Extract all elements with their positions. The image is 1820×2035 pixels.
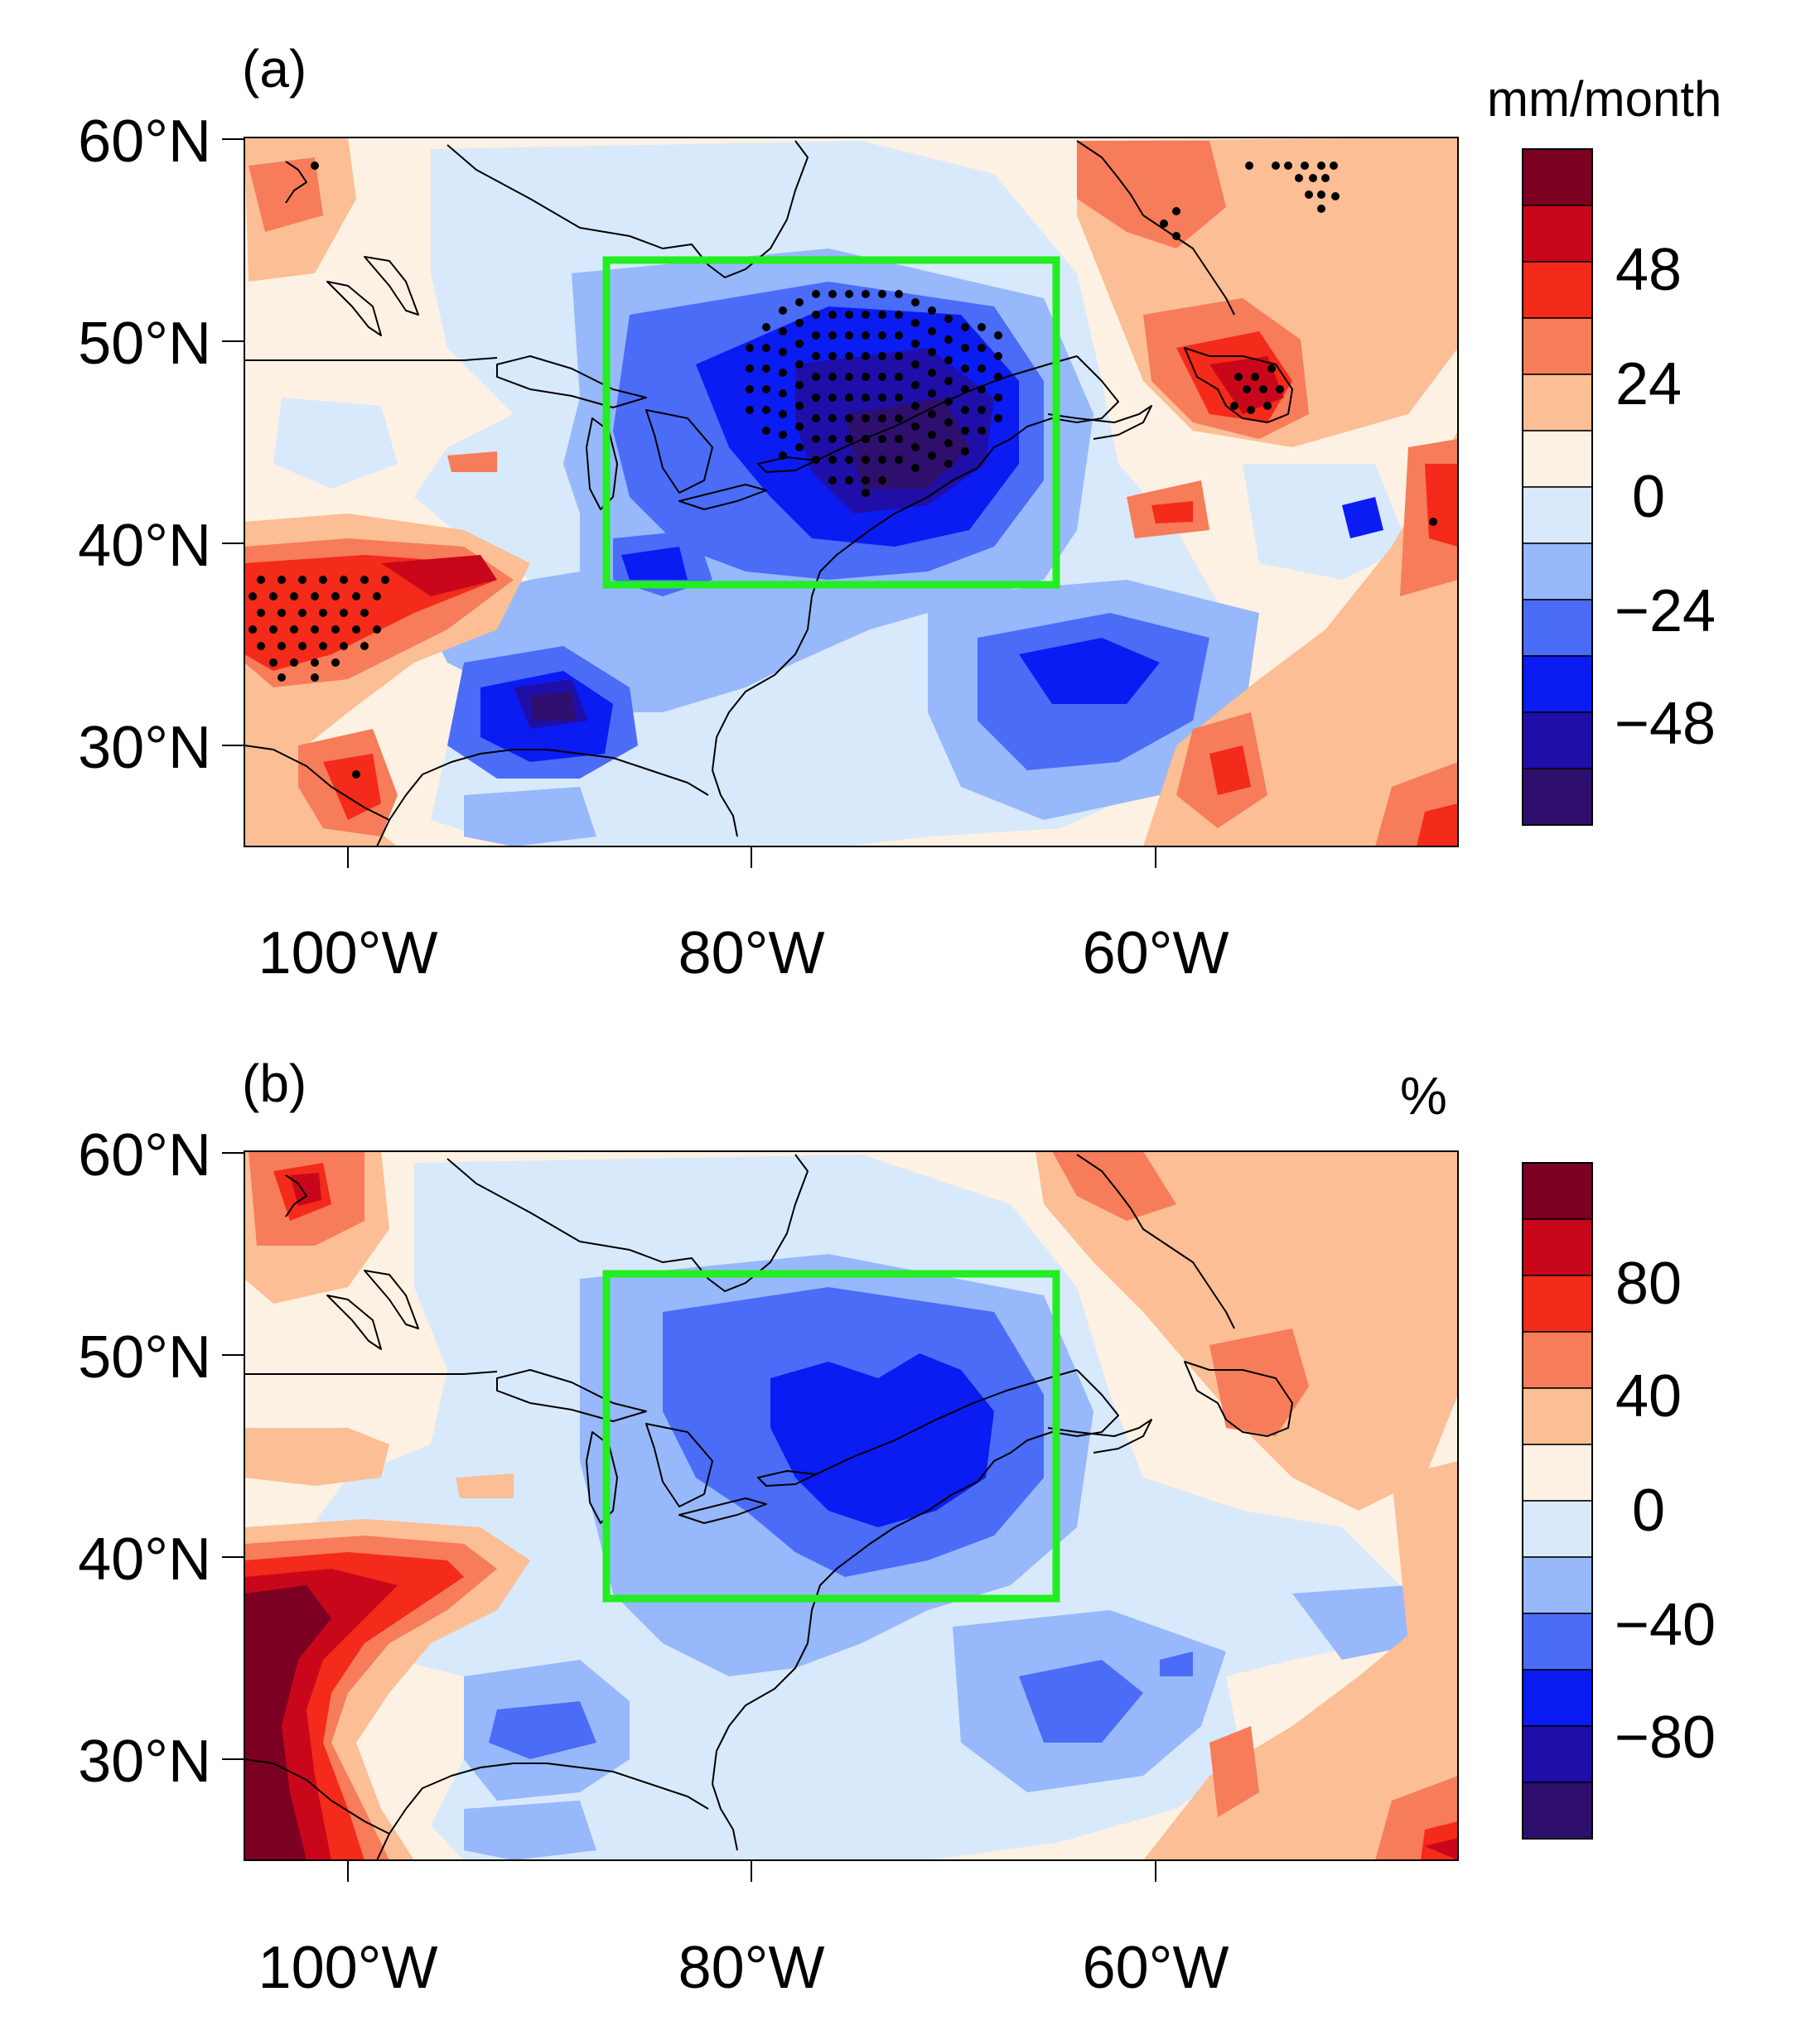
panel-b-lat-ticks: [222, 1152, 244, 1760]
panel-a-lon-label: 100°W: [258, 920, 438, 986]
panel-b-colorbar-segment: [1522, 1500, 1593, 1558]
panel-a-colorbar-tick: −48: [1615, 691, 1716, 757]
panel-a-region-box: [602, 256, 1060, 589]
panel-b-colorbar-frame: [1522, 1162, 1593, 1840]
panel-b-lon-label: 60°W: [1083, 1935, 1229, 2001]
panel-b-colorbar-segment: [1522, 1331, 1593, 1389]
panel-b-label: (b): [242, 1054, 307, 1113]
panel-b: (b) %: [78, 1054, 1716, 2001]
panel-b-colorbar: [1522, 1162, 1593, 1840]
panel-a-colorbar-tick: 24: [1615, 351, 1682, 417]
panel-b-colorbar-segment: [1522, 1162, 1593, 1220]
panel-b-colorbar-segment: [1522, 1218, 1593, 1276]
panel-a-lat-label: 40°N: [78, 513, 211, 579]
panel-b-colorbar-segment: [1522, 1725, 1593, 1783]
panel-a-unit: mm/month: [1487, 71, 1721, 127]
panel-a-colorbar-frame: [1522, 148, 1593, 826]
panel-a-lon-label: 60°W: [1083, 920, 1229, 986]
panel-a-colorbar-segment: [1522, 205, 1593, 263]
panel-a-colorbar-tick: −24: [1615, 578, 1716, 644]
panel-b-lat-label: 40°N: [78, 1526, 211, 1593]
panel-b-colorbar-tick: 0: [1632, 1478, 1665, 1544]
panel-a-lat-label: 30°N: [78, 715, 211, 781]
panel-a-colorbar-segment: [1522, 261, 1593, 319]
panel-a-stippling: [249, 162, 1437, 779]
panel-b-colorbar-segment: [1522, 1613, 1593, 1671]
panel-a-colorbar-segment: [1522, 430, 1593, 488]
panel-a-colorbar-tick: 0: [1632, 464, 1665, 530]
panel-b-map: [244, 1151, 1458, 1860]
panel-a-colorbar-segment: [1522, 543, 1593, 600]
panel-b-colorbar-segment: [1522, 1556, 1593, 1614]
panel-b-lon-label: 100°W: [258, 1935, 438, 2001]
panel-a-colorbar-segment: [1522, 148, 1593, 206]
panel-b-unit: %: [1400, 1066, 1447, 1126]
panel-a-colorbar-segment: [1522, 486, 1593, 544]
panel-b-colorbar-segment: [1522, 1669, 1593, 1727]
panel-b-region-box: [602, 1270, 1060, 1603]
panel-b-lat-label: 30°N: [78, 1729, 211, 1795]
panel-b-colorbar-segment: [1522, 1387, 1593, 1445]
panel-a-colorbar-segment: [1522, 655, 1593, 713]
panel-a-colorbar-segment: [1522, 374, 1593, 432]
panel-a-lat-label: 50°N: [78, 311, 211, 377]
panel-a-lon-label: 80°W: [678, 920, 825, 986]
panel-b-lat-label: 60°N: [78, 1122, 211, 1189]
panel-a-lon-ticks: [347, 846, 1156, 868]
panel-b-colorbar-segment: [1522, 1275, 1593, 1333]
panel-a-colorbar-tick: 48: [1615, 237, 1682, 303]
panel-a-colorbar-segment: [1522, 599, 1593, 657]
panel-a: (a) mm/month: [78, 39, 1721, 986]
panel-b-colorbar-tick: 40: [1615, 1363, 1682, 1430]
panel-a-lat-ticks: [222, 138, 244, 746]
panel-b-frame: [244, 1150, 1459, 1861]
panel-b-colorbar-segment: [1522, 1782, 1593, 1840]
panel-b-lon-label: 80°W: [678, 1935, 825, 2001]
panel-a-colorbar-segment: [1522, 317, 1593, 375]
panel-b-colorbar-segment: [1522, 1444, 1593, 1502]
panel-a-colorbar-segment: [1522, 768, 1593, 826]
panel-b-colorbar-tick: −40: [1615, 1592, 1716, 1658]
panel-b-lon-ticks: [347, 1860, 1156, 1882]
panel-a-lat-label: 60°N: [78, 109, 211, 175]
panel-b-lat-label: 50°N: [78, 1324, 211, 1391]
panel-a-colorbar: [1522, 148, 1593, 826]
panel-a-label: (a): [242, 39, 307, 99]
panel-a-map: [244, 137, 1458, 846]
panel-b-colorbar-tick: −80: [1615, 1705, 1716, 1771]
panel-a-colorbar-segment: [1522, 711, 1593, 769]
panel-b-colorbar-tick: 80: [1615, 1251, 1682, 1317]
panel-a-frame: [244, 137, 1459, 847]
